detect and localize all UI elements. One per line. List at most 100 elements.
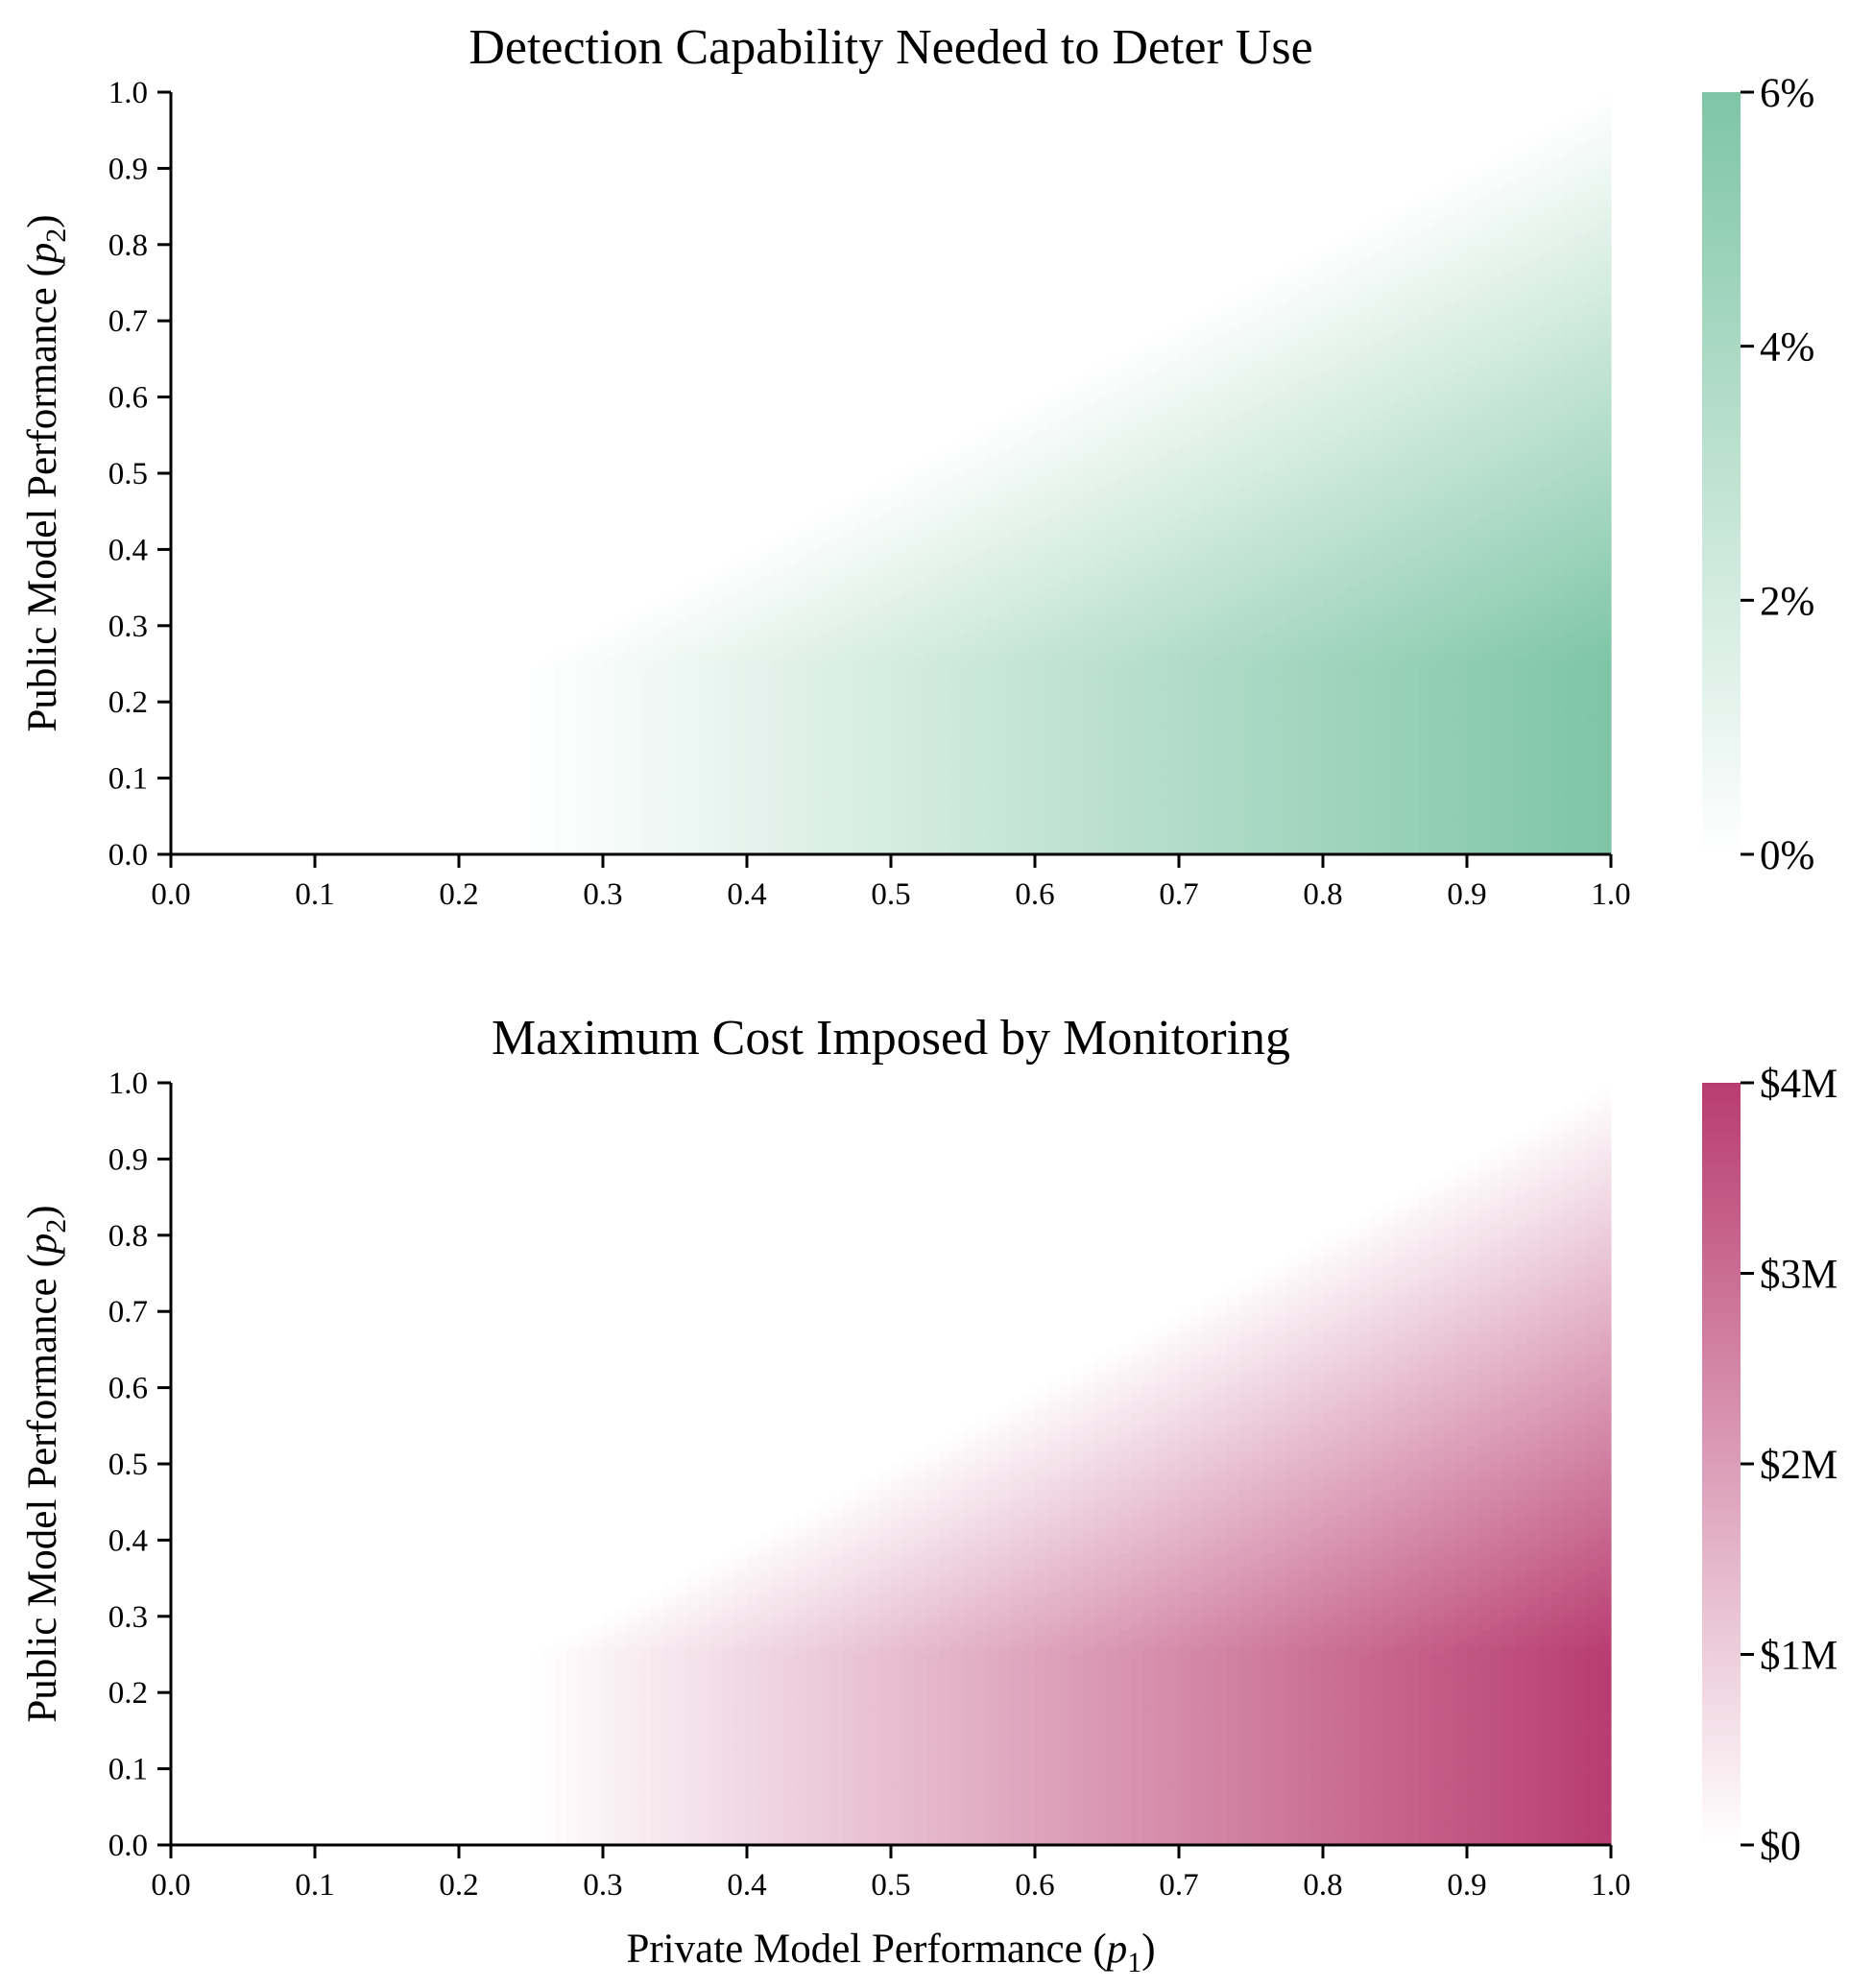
heatmap-cell: [1107, 727, 1120, 734]
heatmap-cell: [758, 771, 772, 779]
heatmap-cell: [1251, 486, 1264, 493]
heatmap-cell: [867, 765, 880, 773]
heatmap-cell: [1395, 663, 1408, 671]
heatmap-cell: [915, 797, 928, 804]
heatmap-cell: [902, 600, 916, 608]
heatmap-cell: [974, 771, 988, 779]
heatmap-cell: [926, 511, 940, 518]
heatmap-cell: [830, 581, 844, 588]
heatmap-cell: [1334, 314, 1348, 322]
heatmap-cell: [1190, 568, 1204, 576]
heatmap-cell: [1251, 289, 1264, 297]
heatmap-cell: [747, 632, 760, 639]
heatmap-cell: [1155, 409, 1168, 418]
heatmap-cell: [819, 765, 832, 773]
heatmap-cell: [1347, 600, 1360, 608]
heatmap-cell: [1179, 587, 1192, 595]
heatmap-cell: [1406, 657, 1420, 665]
heatmap-cell: [1323, 702, 1336, 709]
heatmap-cell: [1094, 676, 1108, 683]
heatmap-cell: [1382, 688, 1396, 697]
heatmap-cell: [1238, 688, 1252, 697]
heatmap-cell: [1179, 816, 1192, 824]
heatmap-cell: [1347, 663, 1360, 671]
heatmap-cell: [974, 600, 988, 608]
heatmap-cell: [1406, 479, 1420, 487]
heatmap-cell: [1227, 301, 1240, 309]
heatmap-cell: [1083, 663, 1096, 671]
heatmap-cell: [926, 568, 940, 576]
heatmap-cell: [963, 593, 976, 601]
heatmap-cell: [723, 778, 736, 785]
heatmap-cell: [891, 809, 904, 817]
heatmap-cell: [699, 581, 712, 588]
heatmap-cell: [891, 606, 904, 614]
heatmap-cell: [1358, 244, 1372, 252]
heatmap-cell: [782, 771, 796, 779]
heatmap-cell: [854, 758, 868, 766]
heatmap-cell: [1358, 695, 1372, 703]
heatmap-cell: [854, 714, 868, 722]
heatmap-cell: [1286, 702, 1300, 709]
heatmap-cell: [1142, 683, 1156, 690]
heatmap-cell: [795, 537, 808, 544]
heatmap-cell: [1238, 486, 1252, 493]
heatmap-cell: [1371, 321, 1384, 328]
heatmap-cell: [555, 765, 568, 773]
heatmap-cell: [1179, 632, 1192, 639]
heatmap-cell: [1155, 416, 1168, 423]
heatmap-cell: [1046, 447, 1060, 455]
heatmap-cell: [1334, 638, 1348, 646]
heatmap-cell: [686, 758, 700, 766]
heatmap-cell: [1011, 822, 1024, 830]
heatmap-cell: [1059, 491, 1072, 500]
heatmap-cell: [878, 581, 892, 588]
heatmap-cell: [1142, 460, 1156, 467]
heatmap-cell: [1395, 422, 1408, 430]
heatmap-cell: [939, 695, 952, 703]
heatmap-cell: [1046, 638, 1060, 646]
heatmap-cell: [1083, 727, 1096, 734]
heatmap-cell: [1334, 505, 1348, 513]
heatmap-cell: [1371, 225, 1384, 233]
heatmap-cell: [1011, 651, 1024, 659]
heatmap-cell: [1227, 809, 1240, 817]
heatmap-cell: [902, 549, 916, 557]
heatmap-cell: [723, 638, 736, 646]
heatmap-cell: [1094, 765, 1108, 773]
heatmap-cell: [747, 683, 760, 690]
heatmap-cell: [867, 809, 880, 817]
heatmap-cell: [806, 753, 820, 760]
heatmap-cell: [1310, 396, 1324, 404]
heatmap-cell: [723, 733, 736, 741]
heatmap-cell: [1166, 581, 1180, 588]
heatmap-cell: [902, 797, 916, 804]
heatmap-cell: [1035, 473, 1048, 481]
heatmap-cell: [1286, 600, 1300, 608]
heatmap-cell: [1214, 644, 1228, 652]
heatmap-cell: [1022, 428, 1036, 436]
heatmap-cell: [771, 702, 784, 709]
heatmap-cell: [795, 600, 808, 608]
heatmap-cell: [963, 848, 976, 855]
heatmap-cell: [1275, 606, 1288, 614]
heatmap-cell: [1419, 702, 1432, 709]
heatmap-cell: [1419, 676, 1432, 683]
heatmap-cell: [915, 835, 928, 843]
heatmap-cell: [915, 625, 928, 634]
heatmap-cell: [1142, 390, 1156, 398]
heatmap-cell: [1155, 581, 1168, 588]
heatmap-cell: [878, 670, 892, 678]
heatmap-cell: [1166, 441, 1180, 449]
heatmap-cell: [723, 695, 736, 703]
heatmap-cell: [950, 828, 964, 836]
heatmap-cell: [915, 803, 928, 811]
heatmap-cell: [1286, 593, 1300, 601]
heatmap-cell: [1011, 695, 1024, 703]
heatmap-cell: [819, 702, 832, 709]
heatmap-cell: [1166, 467, 1180, 474]
heatmap-cell: [1166, 593, 1180, 601]
heatmap-cell: [843, 676, 856, 683]
heatmap-cell: [1323, 765, 1336, 773]
heatmap-cell: [1395, 537, 1408, 544]
